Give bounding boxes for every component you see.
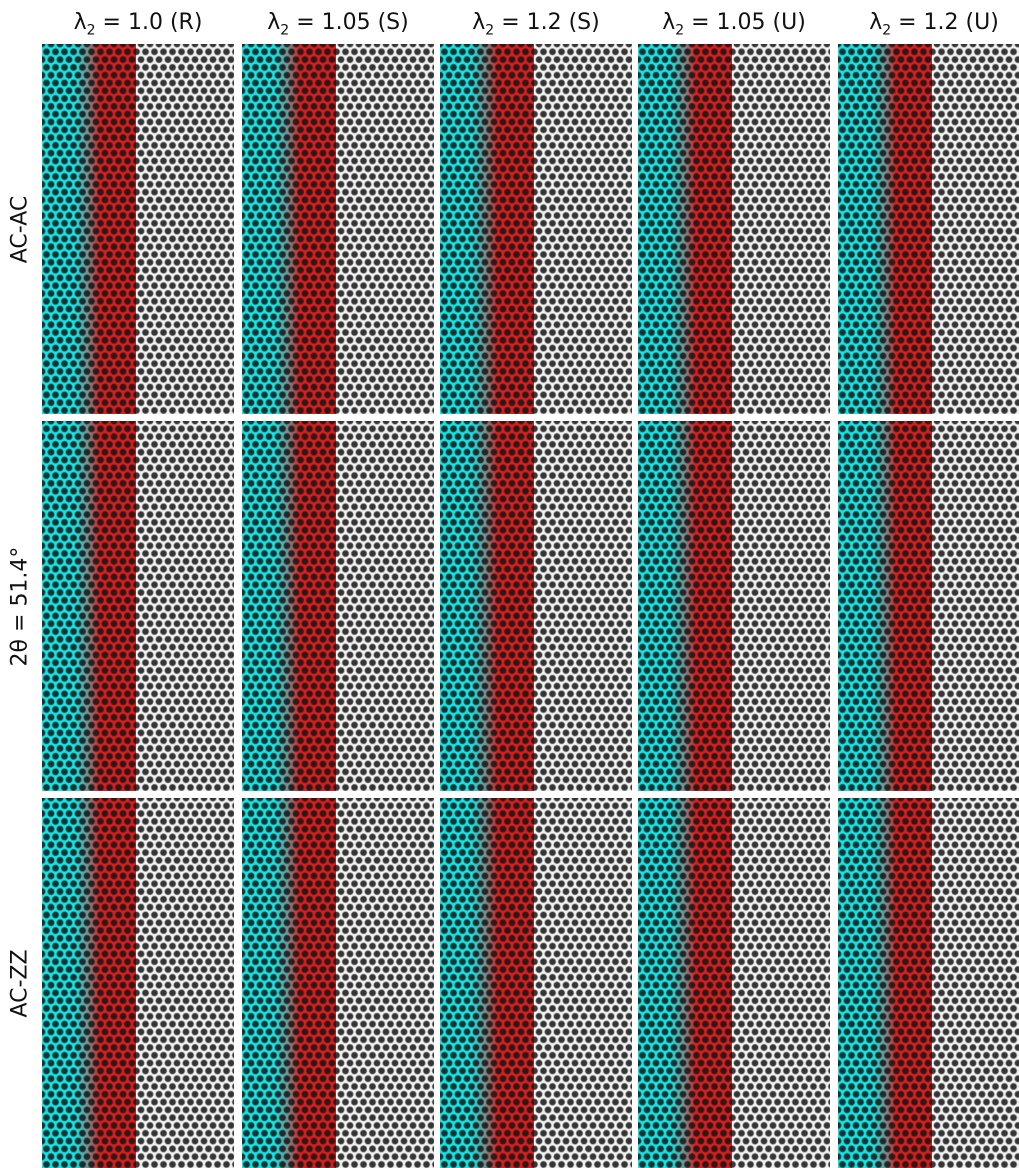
micrograph-panel-r2-c3 bbox=[440, 421, 632, 791]
column-title-text: = 1.2 (S) bbox=[494, 10, 600, 35]
lattice-layer-b bbox=[838, 44, 1019, 414]
column-title-3: λ2 = 1.2 (S) bbox=[440, 6, 632, 40]
column-title-5: λ2 = 1.2 (U) bbox=[838, 6, 1019, 40]
lattice-layer-b bbox=[838, 798, 1019, 1168]
lattice-layer-b bbox=[638, 44, 830, 414]
column-title-lambda: λ bbox=[73, 10, 87, 35]
micrograph-panel-r3-c5 bbox=[838, 798, 1019, 1168]
micrograph-panel-r2-c4 bbox=[638, 421, 830, 791]
lattice-layer-b bbox=[638, 421, 830, 791]
column-title-subscript: 2 bbox=[280, 22, 290, 39]
micrograph-panel-r1-c5 bbox=[838, 44, 1019, 414]
column-title-subscript: 2 bbox=[882, 22, 892, 39]
micrograph-panel-r3-c2 bbox=[242, 798, 434, 1168]
micrograph-panel-r1-c3 bbox=[440, 44, 632, 414]
row-label-3: AC-ZZ bbox=[0, 798, 40, 1168]
column-title-lambda: λ bbox=[662, 10, 676, 35]
column-title-4: λ2 = 1.05 (U) bbox=[638, 6, 830, 40]
micrograph-panel-r1-c2 bbox=[242, 44, 434, 414]
column-title-subscript: 2 bbox=[485, 22, 495, 39]
lattice-layer-b bbox=[42, 798, 234, 1168]
row-label-text: 2θ = 51.4° bbox=[7, 546, 33, 666]
column-title-subscript: 2 bbox=[86, 22, 96, 39]
column-title-2: λ2 = 1.05 (S) bbox=[242, 6, 434, 40]
micrograph-panel-r3-c3 bbox=[440, 798, 632, 1168]
micrograph-panel-r3-c1 bbox=[42, 798, 234, 1168]
micrograph-panel-r1-c1 bbox=[42, 44, 234, 414]
lattice-layer-b bbox=[638, 798, 830, 1168]
lattice-layer-b bbox=[838, 421, 1019, 791]
lattice-layer-b bbox=[440, 798, 632, 1168]
lattice-layer-b bbox=[42, 421, 234, 791]
column-title-text: = 1.05 (S) bbox=[289, 10, 409, 35]
lattice-layer-b bbox=[440, 421, 632, 791]
column-title-1: λ2 = 1.0 (R) bbox=[42, 6, 234, 40]
lattice-layer-b bbox=[242, 44, 434, 414]
column-title-lambda: λ bbox=[472, 10, 486, 35]
row-label-1: AC-AC bbox=[0, 44, 40, 414]
lattice-layer-b bbox=[242, 798, 434, 1168]
lattice-layer-b bbox=[42, 44, 234, 414]
micrograph-panel-r3-c4 bbox=[638, 798, 830, 1168]
row-label-text: AC-AC bbox=[7, 195, 33, 263]
row-label-2: 2θ = 51.4° bbox=[0, 421, 40, 791]
column-title-lambda: λ bbox=[869, 10, 883, 35]
micrograph-panel-r2-c1 bbox=[42, 421, 234, 791]
column-title-text: = 1.0 (R) bbox=[95, 10, 203, 35]
column-title-lambda: λ bbox=[267, 10, 281, 35]
lattice-layer-b bbox=[440, 44, 632, 414]
lattice-layer-b bbox=[242, 421, 434, 791]
micrograph-panel-r1-c4 bbox=[638, 44, 830, 414]
column-title-text: = 1.05 (U) bbox=[684, 10, 806, 35]
micrograph-panel-r2-c2 bbox=[242, 421, 434, 791]
column-title-subscript: 2 bbox=[675, 22, 685, 39]
row-label-text: AC-ZZ bbox=[7, 948, 33, 1018]
micrograph-panel-r2-c5 bbox=[838, 421, 1019, 791]
column-title-text: = 1.2 (U) bbox=[891, 10, 999, 35]
